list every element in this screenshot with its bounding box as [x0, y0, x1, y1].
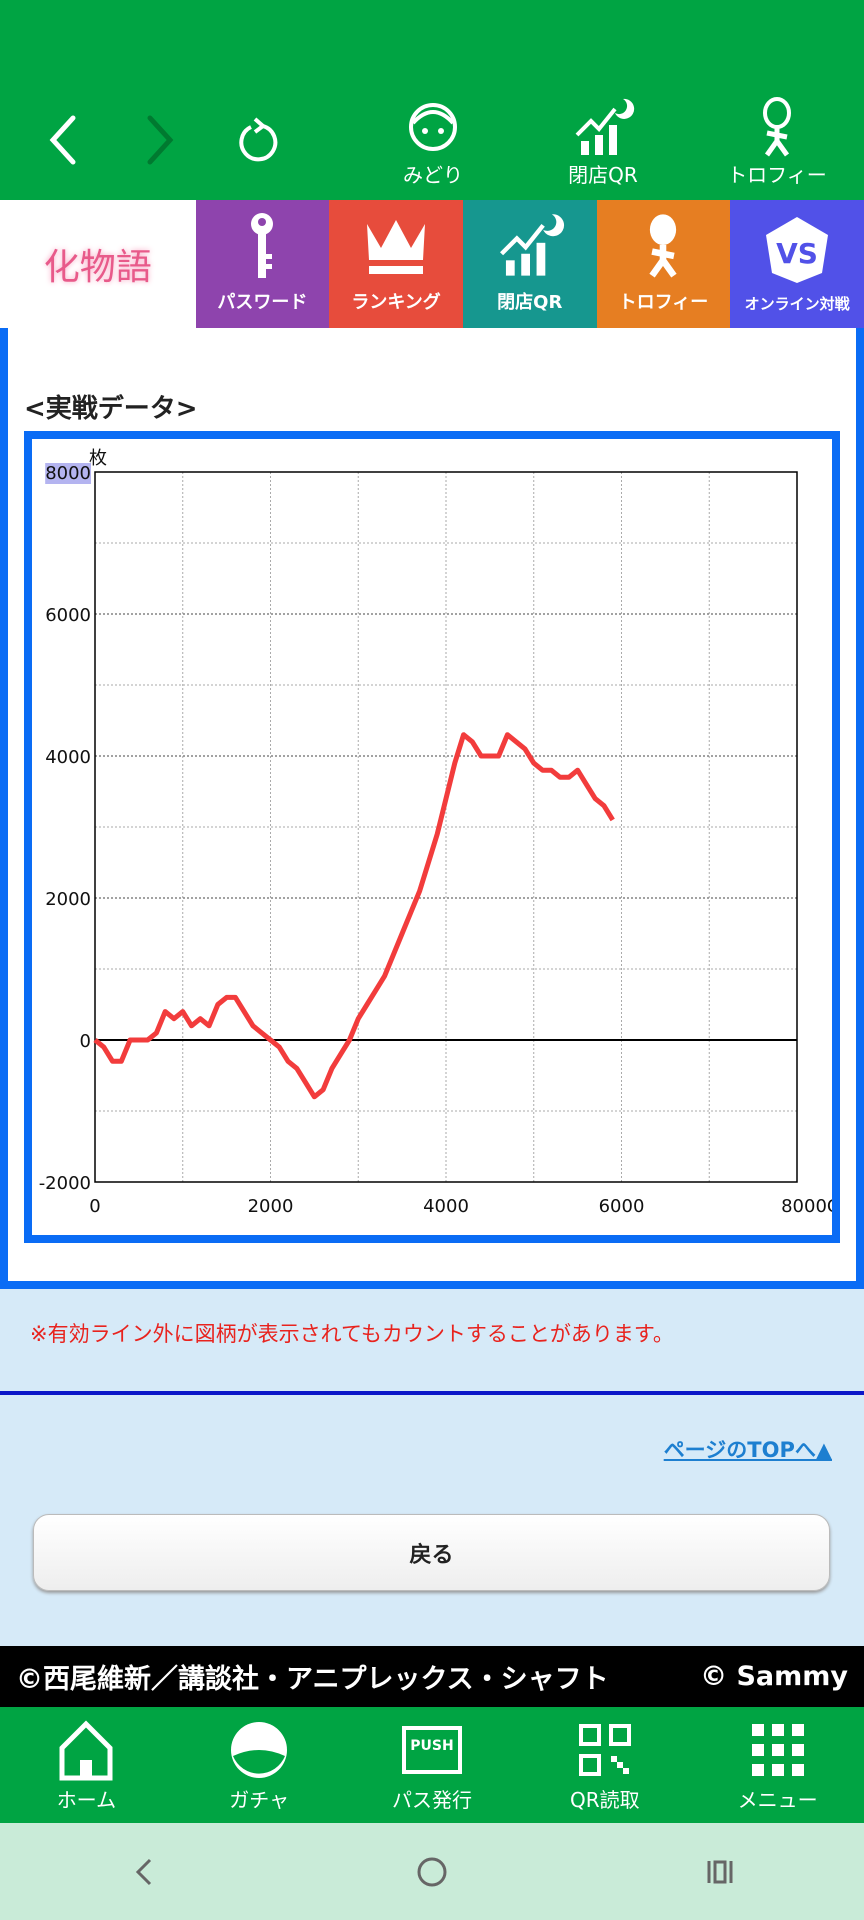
y-tick-label: 6000	[45, 605, 91, 626]
chevron-right-icon	[147, 115, 174, 165]
nav-label: ガチャ	[229, 1787, 290, 1812]
back-button[interactable]: 戻る	[33, 1514, 830, 1591]
push-icon: PUSH	[401, 1725, 462, 1774]
plot-frame	[94, 471, 798, 1183]
forward-nav-button[interactable]	[130, 110, 190, 170]
x-tick-label: 0	[89, 1196, 100, 1217]
y-axis-unit: 枚	[89, 448, 107, 469]
nav-qr-read[interactable]: QR読取	[535, 1707, 675, 1823]
data-line	[93, 732, 615, 1100]
nav-label: QR読取	[569, 1787, 640, 1812]
x-tick-label: 2000	[248, 1196, 294, 1217]
y-tick-label: 4000	[45, 747, 91, 768]
system-back-icon[interactable]	[124, 1852, 164, 1892]
character-icon	[409, 103, 457, 151]
x-tick-label: 4000	[423, 1196, 469, 1217]
tab-trophy[interactable]: トロフィー	[596, 200, 731, 328]
page-title: <実戦データ>	[24, 394, 198, 424]
top-bar: みどり 閉店QR トロフィー	[0, 0, 864, 200]
crown-icon	[367, 220, 426, 274]
tab-label: トロフィー	[618, 292, 709, 313]
tab-label: 閉店QR	[497, 292, 563, 313]
nav-pass-issue[interactable]: PUSH パス発行	[362, 1707, 502, 1823]
reload-icon	[239, 117, 278, 162]
nav-label: パス発行	[391, 1787, 472, 1812]
nav-label: ホーム	[56, 1787, 117, 1812]
game-logo[interactable]: 化物語	[0, 200, 196, 328]
x-tick-label: 8000G	[781, 1196, 832, 1217]
back-nav-button[interactable]	[33, 110, 93, 170]
tab-bar: 化物語 パスワード ランキング 閉店QR トロフィー VS オンライン対戦	[0, 200, 864, 328]
y-tick-label: 2000	[45, 889, 91, 910]
tab-online-battle[interactable]: VS オンライン対戦	[730, 200, 864, 328]
y-tick-label: 8000	[45, 463, 91, 484]
tab-label: オンライン対戦	[744, 295, 850, 313]
top-item-label: みどり	[403, 163, 463, 187]
alien-icon	[649, 214, 678, 278]
tab-label: ランキング	[351, 292, 441, 313]
key-icon	[251, 213, 274, 278]
chart-container: -2000 0 2000 4000 6000 8000 枚 0 2000 4000 6000 8000…	[24, 431, 841, 1243]
top-item-midori[interactable]: みどり	[378, 95, 488, 195]
logo-text: 化物語	[43, 247, 152, 288]
top-item-trophy[interactable]: トロフィー	[722, 95, 832, 195]
top-item-closing-qr[interactable]: 閉店QR	[548, 95, 658, 195]
svg-text:PUSH: PUSH	[410, 1738, 453, 1754]
qr-icon	[578, 1723, 631, 1776]
top-item-label: 閉店QR	[568, 163, 638, 187]
tab-label: パスワード	[217, 292, 308, 313]
y-tick-label: -2000	[39, 1173, 91, 1194]
gacha-icon	[231, 1721, 288, 1778]
disclaimer-note: ※有効ライン外に図柄が表示されてもカウントすることがあります。	[30, 1322, 674, 1346]
bottom-nav: ホーム ガチャ PUSH パス発行 QR読取 メニュー	[0, 1707, 864, 1823]
y-tick-label: 0	[80, 1031, 91, 1052]
menu-grid-icon	[751, 1723, 804, 1776]
nav-menu[interactable]: メニュー	[708, 1707, 848, 1823]
nav-gacha[interactable]: ガチャ	[189, 1707, 329, 1823]
system-nav-bar	[0, 1823, 864, 1920]
copyright-left: ©西尾維新／講談社・アニプレックス・シャフト	[16, 1664, 609, 1695]
chart-moon-icon	[499, 214, 564, 276]
home-icon	[59, 1719, 113, 1780]
alien-icon	[763, 97, 791, 157]
tab-password[interactable]: パスワード	[195, 200, 330, 328]
chevron-left-icon	[49, 115, 76, 165]
nav-label: メニュー	[737, 1787, 818, 1812]
selection-highlight	[45, 463, 91, 484]
svg-text:VS: VS	[776, 237, 818, 270]
copyright-right: © Sammy	[700, 1661, 848, 1692]
page-top-link[interactable]: ページのTOPへ▲	[663, 1438, 832, 1462]
nav-home[interactable]: ホーム	[16, 1707, 156, 1823]
divider	[0, 1391, 864, 1395]
x-tick-label: 6000	[599, 1196, 645, 1217]
chart-moon-icon	[575, 98, 635, 155]
vs-icon: VS	[766, 217, 829, 283]
tab-ranking[interactable]: ランキング	[329, 200, 463, 328]
reload-button[interactable]	[228, 110, 288, 170]
tab-closing-qr[interactable]: 閉店QR	[462, 200, 597, 328]
system-home-icon[interactable]	[412, 1852, 452, 1892]
system-recents-icon[interactable]	[700, 1852, 740, 1892]
top-item-label: トロフィー	[727, 163, 827, 187]
copyright-bar: ©西尾維新／講談社・アニプレックス・シャフト © Sammy	[0, 1646, 864, 1707]
